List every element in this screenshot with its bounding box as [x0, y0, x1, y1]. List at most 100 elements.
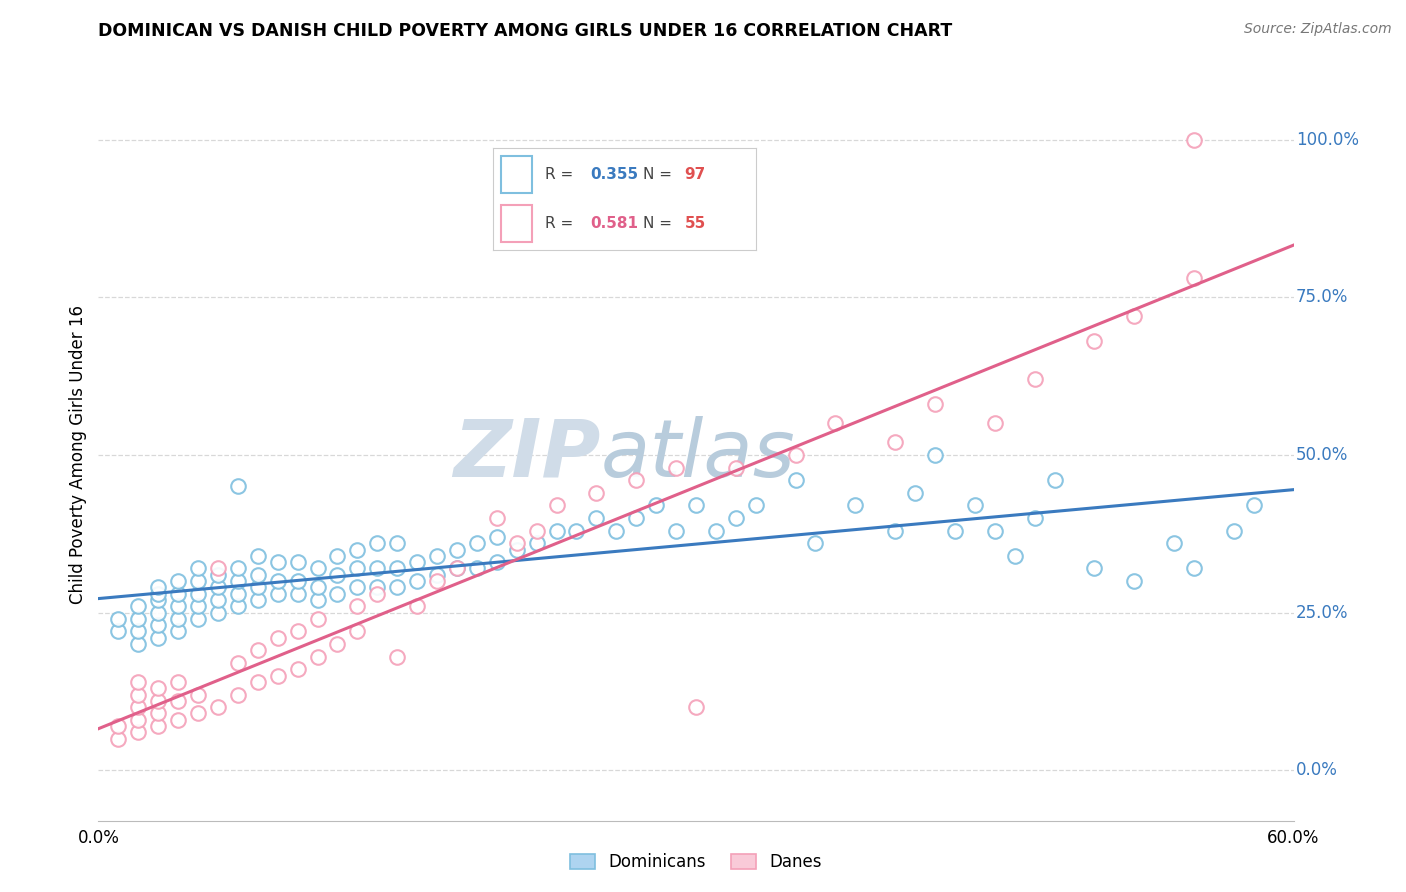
Point	[546, 499, 568, 513]
Point	[346, 624, 368, 639]
Point	[426, 574, 449, 588]
Point	[148, 719, 170, 733]
Point	[346, 580, 368, 594]
Bar	[501, 156, 533, 193]
Point	[127, 637, 149, 651]
Point	[1163, 536, 1185, 550]
Point	[127, 612, 149, 626]
Point	[785, 473, 807, 487]
Point	[167, 574, 190, 588]
Point	[366, 587, 388, 601]
Point	[207, 561, 229, 575]
Point	[1182, 271, 1205, 285]
Point	[1083, 334, 1105, 349]
Y-axis label: Child Poverty Among Girls Under 16: Child Poverty Among Girls Under 16	[69, 305, 87, 605]
Legend: Dominicans, Danes: Dominicans, Danes	[564, 847, 828, 878]
Point	[167, 694, 190, 708]
Point	[148, 618, 170, 632]
Point	[844, 499, 866, 513]
Point	[326, 587, 349, 601]
Text: 0.0%: 0.0%	[1296, 761, 1337, 780]
Bar	[501, 205, 533, 242]
Point	[406, 599, 429, 614]
Point	[127, 725, 149, 739]
Point	[624, 473, 647, 487]
Point	[546, 524, 568, 538]
Point	[187, 612, 209, 626]
Text: ZIP: ZIP	[453, 416, 600, 494]
Point	[326, 549, 349, 563]
Point	[167, 612, 190, 626]
Text: R =: R =	[546, 167, 578, 182]
Point	[366, 561, 388, 575]
Point	[246, 567, 269, 582]
Point	[385, 536, 409, 550]
Text: N =: N =	[643, 167, 676, 182]
Point	[148, 587, 170, 601]
Point	[107, 624, 129, 639]
Point	[485, 555, 508, 569]
Point	[187, 574, 209, 588]
Point	[446, 561, 468, 575]
Point	[665, 460, 688, 475]
Point	[307, 649, 329, 664]
Point	[1182, 133, 1205, 147]
Point	[983, 417, 1005, 431]
Point	[1024, 372, 1046, 386]
Point	[526, 524, 548, 538]
Point	[148, 580, 170, 594]
Point	[506, 542, 529, 557]
Point	[267, 631, 290, 645]
Point	[267, 587, 290, 601]
Point	[226, 574, 249, 588]
Text: 97: 97	[685, 167, 706, 182]
Point	[127, 688, 149, 702]
Point	[943, 524, 966, 538]
Point	[366, 536, 388, 550]
Point	[685, 700, 707, 714]
Point	[307, 580, 329, 594]
Point	[645, 499, 668, 513]
Point	[426, 549, 449, 563]
Point	[624, 511, 647, 525]
Text: Source: ZipAtlas.com: Source: ZipAtlas.com	[1244, 22, 1392, 37]
Point	[287, 662, 309, 676]
Point	[127, 599, 149, 614]
Point	[1182, 561, 1205, 575]
Point	[287, 624, 309, 639]
Point	[824, 417, 846, 431]
Point	[346, 599, 368, 614]
Point	[148, 593, 170, 607]
Point	[167, 599, 190, 614]
Point	[1243, 499, 1265, 513]
Point	[884, 524, 907, 538]
Point	[1043, 473, 1066, 487]
Point	[246, 593, 269, 607]
Point	[207, 567, 229, 582]
Point	[884, 435, 907, 450]
Point	[385, 580, 409, 594]
Point	[565, 524, 588, 538]
Point	[1222, 524, 1246, 538]
Point	[246, 674, 269, 689]
Point	[207, 580, 229, 594]
Point	[465, 561, 488, 575]
Point	[187, 587, 209, 601]
Point	[307, 593, 329, 607]
Point	[924, 448, 946, 462]
Point	[446, 561, 468, 575]
Point	[924, 397, 946, 411]
Text: 25.0%: 25.0%	[1296, 604, 1348, 622]
Point	[226, 561, 249, 575]
Point	[485, 511, 508, 525]
Point	[207, 593, 229, 607]
Point	[127, 624, 149, 639]
Point	[685, 499, 707, 513]
Point	[1123, 574, 1146, 588]
Point	[385, 561, 409, 575]
Point	[246, 580, 269, 594]
Point	[1004, 549, 1026, 563]
Point	[148, 706, 170, 721]
Point	[1123, 309, 1146, 323]
Point	[267, 574, 290, 588]
